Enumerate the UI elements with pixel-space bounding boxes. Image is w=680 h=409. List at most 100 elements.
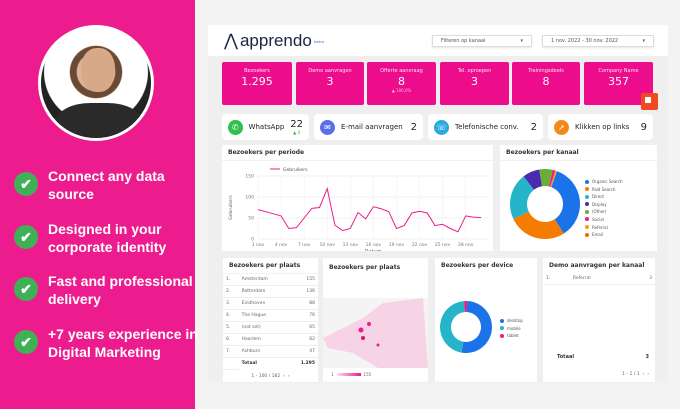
pagination: 1 - 1 / 1 ‹ › — [622, 372, 649, 377]
kpi-tel: Tel. oproepen 3 — [440, 62, 509, 105]
line-chart-card: Bezoekers per periode 0 50 100 150 1 nov 4 no… — [222, 145, 493, 255]
visitors: 155 — [287, 274, 318, 286]
legend-label: Gebruikers — [283, 167, 308, 173]
legend-swatch — [585, 217, 589, 222]
demo-table-card: Demo aanvragen per kanaal 1. Referral 3 To… — [543, 258, 655, 382]
map-scale: 1 155 — [331, 372, 372, 377]
demo-table: 1. Referral 3 — [543, 273, 655, 285]
x-tick-label: 22 nov — [412, 242, 428, 248]
x-tick-label: 1 nov — [252, 242, 265, 248]
legend-item: Display — [585, 202, 623, 207]
rank: 7. — [223, 345, 239, 358]
legend-item: Direct — [585, 194, 623, 199]
legend-swatch — [585, 179, 589, 184]
channel-donut-chart — [510, 169, 580, 239]
series-line-gebruikers — [257, 186, 482, 233]
rank: 5. — [223, 321, 239, 334]
legend-item: Paid Search — [585, 187, 623, 192]
legend-swatch — [500, 333, 504, 338]
visitors: 62 — [287, 333, 318, 346]
legend-item: Social — [585, 217, 623, 222]
table-row: 5. (not set) 65 — [223, 321, 318, 334]
kpi-bezoekers: Bezoekers 1.295 — [222, 62, 292, 105]
city: Amsterdam — [238, 274, 288, 286]
city: Eindhoven — [238, 297, 288, 310]
city: Ashburn — [238, 345, 288, 358]
feature-item: ✔ Connect any data source — [14, 167, 168, 203]
rank: 2. — [223, 285, 239, 298]
kpi-offerte: Offerte aanvraag 8 ▲ 100,0% — [367, 62, 436, 105]
table-row: 6. Haarlem 62 — [223, 333, 318, 346]
y-tick-label: 0 — [251, 237, 254, 243]
x-tick-label: 16 nov — [366, 242, 382, 248]
legend-swatch — [585, 232, 589, 237]
logo-icon: ⋀ — [224, 31, 238, 50]
legend-item: Email — [585, 232, 623, 237]
mail-icon: ✉ — [320, 119, 335, 135]
total-row: Totaal 1.295 — [223, 357, 318, 370]
rank: 6. — [223, 333, 239, 346]
prev-page-button[interactable]: ‹ — [283, 373, 285, 379]
looker-studio-icon[interactable] — [641, 93, 658, 110]
legend-swatch — [500, 326, 504, 331]
donut-slice-mobile — [440, 301, 465, 353]
map-card: Bezoekers per plaats 1 155 — [323, 258, 428, 382]
logo: ⋀ apprendo lorem — [224, 31, 324, 50]
visitors: 88 — [287, 297, 318, 310]
x-tick-label: 19 nov — [389, 242, 405, 248]
netherlands-map[interactable] — [323, 298, 428, 368]
pagination: 1 - 100 / 182 ‹ › — [251, 373, 290, 379]
donut-slice-desktop — [461, 301, 492, 353]
chevron-down-icon: ▾ — [642, 38, 645, 44]
check-icon: ✔ — [14, 277, 38, 301]
date-range-picker[interactable]: 1 nov. 2022 - 30 nov. 2022 ▾ — [542, 35, 654, 47]
x-tick-label: 13 nov — [343, 242, 359, 248]
legend-item: tablet — [500, 333, 523, 338]
legend-item: Referral — [585, 225, 623, 230]
y-axis-label: Gebruikers — [228, 195, 234, 220]
donut-slice-organic-search — [551, 171, 580, 234]
feature-item: ✔ +7 years experience in Digital Marketin… — [14, 325, 198, 361]
next-page-button[interactable]: › — [647, 372, 649, 377]
donut-slice--other- — [539, 169, 553, 187]
prev-page-button[interactable]: ‹ — [642, 372, 645, 377]
y-tick-label: 50 — [248, 216, 254, 222]
channel-email: ✉ E-mail aanvragen 2 — [314, 114, 423, 140]
donut-slice-direct — [510, 176, 534, 219]
dashboard-header: ⋀ apprendo lorem Filteren op kanaal ▾ 1 nov… — [208, 25, 668, 56]
donut-slice-display — [523, 169, 543, 190]
rank: 1. — [223, 274, 239, 286]
kpi-demo: Demo aanvragen 3 — [296, 62, 364, 105]
legend-item: desktop — [500, 318, 523, 323]
legend-item: (Other) — [585, 209, 623, 214]
channel-donut-card: Bezoekers per kanaal Organic Search Paid … — [500, 145, 657, 251]
phone-icon: ☏ — [434, 119, 449, 135]
legend-swatch — [500, 318, 504, 323]
visitors: 65 — [287, 321, 318, 334]
table-row: 4. The Hague 76 — [223, 309, 318, 322]
city: Rotterdam — [238, 285, 288, 298]
donut-slice-paid-search — [513, 211, 564, 239]
y-tick-label: 150 — [245, 174, 254, 180]
device-legend: desktop mobile tablet — [500, 318, 523, 341]
next-page-button[interactable]: › — [287, 373, 290, 379]
kpi-training: Trainingsdeels 8 — [512, 62, 580, 105]
feature-item: ✔ Fast and professional delivery — [14, 272, 198, 308]
channel-whatsapp: ✆ WhatsApp 22 ▲ 4 — [222, 114, 309, 140]
feature-item: ✔ Designed in your corporate identity — [14, 220, 188, 256]
legend-item: mobile — [500, 326, 523, 331]
line-chart: 0 50 100 150 1 nov 4 nov 7 nov 10 nov 13 nov 16 n… — [228, 167, 488, 255]
check-icon: ✔ — [14, 225, 38, 249]
rank: 4. — [223, 309, 239, 322]
kpi-company: Company Name 357 — [584, 62, 653, 105]
legend-swatch — [585, 194, 589, 199]
device-donut-chart — [440, 301, 492, 353]
visitors: 47 — [287, 345, 318, 358]
city: The Hague — [238, 309, 288, 322]
channel-filter-dropdown[interactable]: Filteren op kanaal ▾ — [432, 35, 532, 47]
table-row: 1. Amsterdam 155 — [223, 274, 318, 286]
places-table: 1. Amsterdam 155 2. Rotterdam 136 3. Eindhoven 8… — [223, 274, 318, 370]
y-tick-label: 100 — [245, 195, 254, 201]
channel-legend: Organic Search Paid Search Direct Display (O… — [585, 179, 623, 240]
city: Haarlem — [238, 333, 288, 346]
